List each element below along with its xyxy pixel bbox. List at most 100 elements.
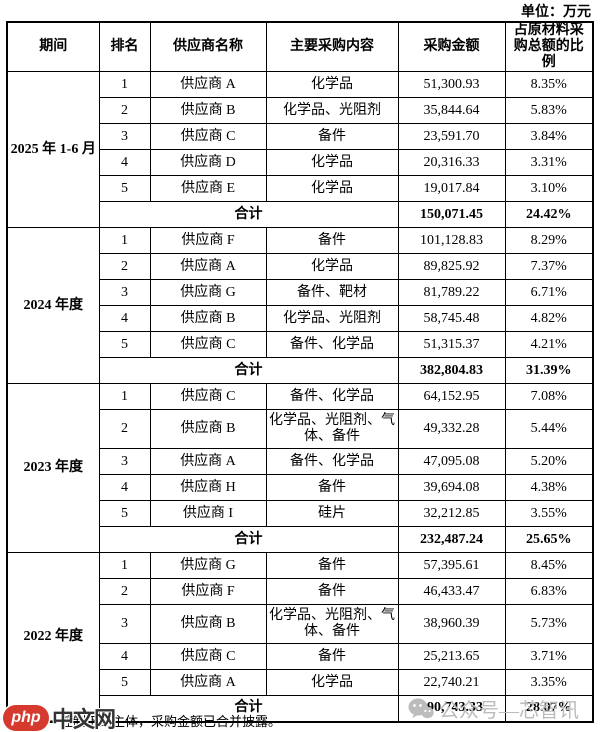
content-cell: 化学品 <box>265 253 399 281</box>
amount-cell: 51,300.93 <box>397 71 506 99</box>
total-amount-cell: 382,804.83 <box>397 357 506 385</box>
table-row: 3 供应商 B 化学品、光阻剂、气体、备件 38,960.39 5.73% <box>7 604 594 645</box>
rank-cell: 2 <box>98 409 151 450</box>
content-cell: 化学品、光阻剂、气体、备件 <box>265 604 399 645</box>
content-cell: 备件、化学品 <box>265 448 399 476</box>
supplier-cell: 供应商 B <box>149 305 267 333</box>
table-row: 3 供应商 C 备件 23,591.70 3.84% <box>7 123 594 151</box>
supplier-cell: 供应商 H <box>149 474 267 502</box>
supplier-cell: 供应商 C <box>149 331 267 359</box>
total-ratio-cell: 24.42% <box>504 201 594 229</box>
rank-cell: 5 <box>98 331 151 359</box>
ratio-cell: 3.31% <box>504 149 594 177</box>
rank-cell: 1 <box>98 227 151 255</box>
ratio-cell: 8.35% <box>504 71 594 99</box>
supplier-cell: 供应商 G <box>149 552 267 580</box>
amount-cell: 101,128.83 <box>397 227 506 255</box>
rank-cell: 2 <box>98 578 151 606</box>
rank-cell: 4 <box>98 643 151 671</box>
content-cell: 化学品、光阻剂、气体、备件 <box>265 409 399 450</box>
header-content: 主要采购内容 <box>265 21 399 73</box>
period-cell: 2025 年 1-6 月 <box>6 71 100 229</box>
content-cell: 备件 <box>265 474 399 502</box>
ratio-cell: 4.82% <box>504 305 594 333</box>
rank-cell: 4 <box>98 149 151 177</box>
amount-cell: 46,433.47 <box>397 578 506 606</box>
wechat-watermark-text: 公众号—芯智讯 <box>439 700 579 722</box>
amount-cell: 81,789.22 <box>397 279 506 307</box>
header-ratio: 占原材料采购总额的比例 <box>504 21 594 73</box>
ratio-cell: 3.35% <box>504 669 594 697</box>
content-cell: 备件 <box>265 552 399 580</box>
header-amount: 采购金额 <box>397 21 506 73</box>
total-row: 合计 150,071.45 24.42% <box>7 201 594 229</box>
amount-cell: 19,017.84 <box>397 175 506 203</box>
table-row: 2 供应商 A 化学品 89,825.92 7.37% <box>7 253 594 281</box>
php-cn-watermark: php 中文网 <box>3 702 116 732</box>
header-supplier: 供应商名称 <box>149 21 267 73</box>
total-label-cell: 合计 <box>98 201 399 229</box>
rank-cell: 1 <box>98 552 151 580</box>
content-cell: 化学品 <box>265 175 399 203</box>
content-cell: 备件 <box>265 227 399 255</box>
total-label-cell: 合计 <box>98 526 399 554</box>
supplier-cell: 供应商 C <box>149 643 267 671</box>
unit-label: 单位：万元 <box>521 5 591 20</box>
amount-cell: 32,212.85 <box>397 500 506 528</box>
table-row: 2025 年 1-6 月 1 供应商 A 化学品 51,300.93 8.35% <box>6 71 594 229</box>
supplier-cell: 供应商 I <box>149 500 267 528</box>
ratio-cell: 4.38% <box>504 474 594 502</box>
amount-cell: 23,591.70 <box>397 123 506 151</box>
content-cell: 硅片 <box>265 500 399 528</box>
content-cell: 备件 <box>265 123 399 151</box>
footnote: 注：同一控制下的主体，采购金额已合并披露。 <box>8 714 282 729</box>
ratio-cell: 4.21% <box>504 331 594 359</box>
supplier-cell: 供应商 A <box>149 71 267 99</box>
ratio-cell: 5.73% <box>504 604 594 645</box>
rank-cell: 5 <box>98 175 151 203</box>
table-row: 2 供应商 B 化学品、光阻剂、气体、备件 49,332.28 5.44% <box>7 409 594 450</box>
rank-cell: 1 <box>98 71 151 99</box>
supplier-cell: 供应商 B <box>149 604 267 645</box>
ratio-cell: 3.10% <box>504 175 594 203</box>
table-header-row: 期间 排名 供应商名称 主要采购内容 采购金额 占原材料采购总额的比例 <box>6 21 594 73</box>
rank-cell: 5 <box>98 500 151 528</box>
supplier-cell: 供应商 B <box>149 97 267 125</box>
total-amount-cell: 232,487.24 <box>397 526 506 554</box>
rank-cell: 3 <box>98 279 151 307</box>
total-ratio-cell: 28.07% <box>504 695 594 723</box>
rank-cell: 5 <box>98 669 151 697</box>
ratio-cell: 5.83% <box>504 97 594 125</box>
amount-cell: 22,740.21 <box>397 669 506 697</box>
ratio-cell: 7.08% <box>504 383 594 411</box>
php-logo-icon: php <box>3 705 49 731</box>
rank-cell: 1 <box>98 383 151 411</box>
wechat-logo-icon <box>408 698 434 718</box>
total-row: 合计 190,743.33 28.07% <box>7 695 594 723</box>
period-cell: 2024 年度 <box>6 227 100 385</box>
amount-cell: 49,332.28 <box>397 409 506 450</box>
header-rank: 排名 <box>98 21 151 73</box>
content-cell: 备件、靶材 <box>265 279 399 307</box>
amount-cell: 35,844.64 <box>397 97 506 125</box>
ratio-cell: 5.44% <box>504 409 594 450</box>
table-row: 2024 年度 1 供应商 F 备件 101,128.83 8.29% <box>6 227 594 385</box>
supplier-cell: 供应商 F <box>149 578 267 606</box>
rank-cell: 3 <box>98 604 151 645</box>
total-row: 合计 382,804.83 31.39% <box>7 357 594 385</box>
total-ratio-cell: 25.65% <box>504 526 594 554</box>
content-cell: 备件 <box>265 643 399 671</box>
content-cell: 化学品 <box>265 669 399 697</box>
content-cell: 备件 <box>265 578 399 606</box>
table-row: 2023 年度 1 供应商 C 备件、化学品 64,152.95 7.08% <box>6 383 594 554</box>
supplier-cell: 供应商 C <box>149 123 267 151</box>
ratio-cell: 6.71% <box>504 279 594 307</box>
ratio-cell: 7.37% <box>504 253 594 281</box>
amount-cell: 38,960.39 <box>397 604 506 645</box>
total-label-cell: 合计 <box>98 357 399 385</box>
ratio-cell: 3.55% <box>504 500 594 528</box>
table-row: 5 供应商 E 化学品 19,017.84 3.10% <box>7 175 594 203</box>
ratio-cell: 5.20% <box>504 448 594 476</box>
table-row: 2 供应商 B 化学品、光阻剂 35,844.64 5.83% <box>7 97 594 125</box>
